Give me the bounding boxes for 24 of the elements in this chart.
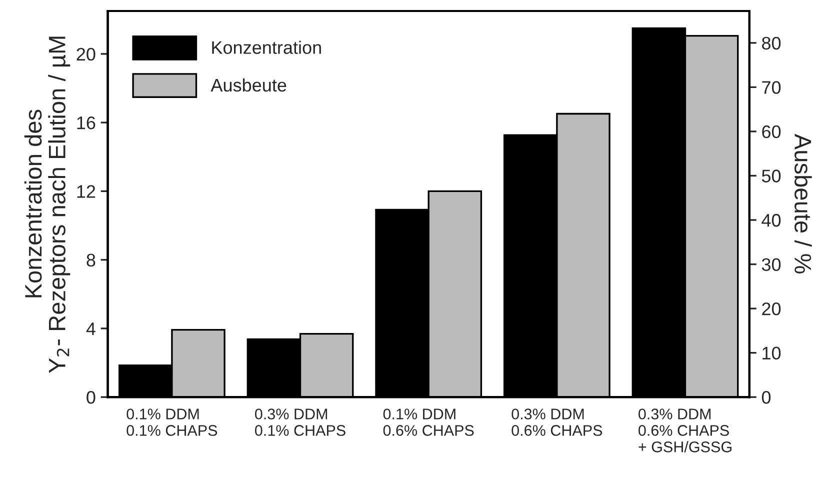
- x-tick-label: 0.1% DDM 0.6% CHAPS: [383, 408, 474, 436]
- y2-tick-label: 80: [762, 36, 781, 50]
- text: Konzentration des Y$_{2}$- Rezeptors nach Elution / µM: [24, 36, 70, 373]
- y-tick-label: 4: [86, 322, 96, 335]
- x-tick-label: 0.3% DDM 0.6% CHAPS + GSH/GSSG: [638, 408, 732, 452]
- x-tick-label: 0.1% DDM 0.1% CHAPS: [126, 408, 218, 436]
- y2-tick-label: 30: [762, 258, 781, 271]
- y-tick-label: 20: [76, 48, 96, 61]
- y-tick-label: 8: [86, 254, 96, 267]
- y2-tick-label: 60: [762, 125, 781, 138]
- y2-tick-label: 20: [762, 302, 781, 316]
- y-tick-label: 0: [86, 391, 96, 404]
- y2-tick-label: 0: [762, 391, 771, 404]
- y-tick-label: 12: [77, 185, 96, 198]
- y-tick-label: 16: [77, 116, 96, 130]
- y2-tick-label: 70: [762, 81, 781, 94]
- y2-tick-label: 40: [762, 214, 781, 227]
- x-tick-label: 0.3% DDM 0.1% CHAPS: [255, 408, 346, 436]
- y2-tick-label: 10: [762, 346, 781, 360]
- legend-label: Konzentration: [212, 40, 321, 54]
- legend-label: Ausbeute: [210, 78, 286, 92]
- y2-axis-title: Ausbeute / %: [794, 134, 812, 274]
- y2-tick-label: 50: [762, 170, 781, 182]
- x-tick-label: 0.3% DDM 0.6% CHAPS: [512, 408, 602, 436]
